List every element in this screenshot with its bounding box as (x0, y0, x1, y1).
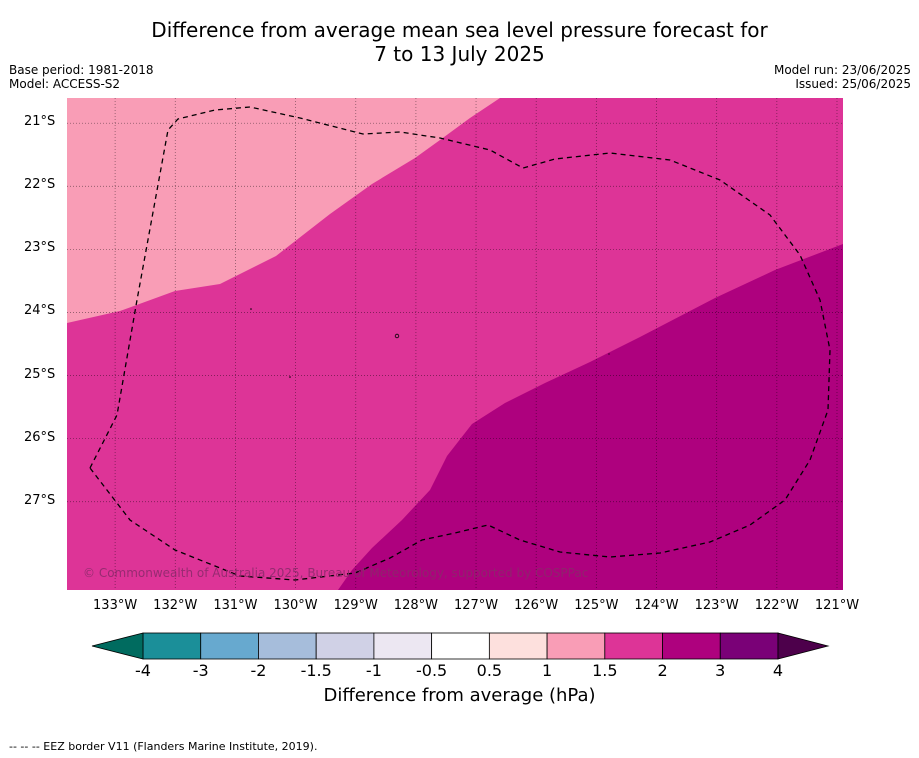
lon-tick-label: 127°W (453, 598, 499, 613)
island-icon (608, 353, 610, 355)
model-run: Model run: 23/06/2025 (773, 63, 911, 77)
meta-left: Base period: 1981-2018 Model: ACCESS-S2 (9, 63, 154, 91)
lat-tick-label: 22°S (24, 177, 56, 193)
lon-tick-label: 133°W (93, 598, 138, 613)
colorbar-tick-label: 0.5 (476, 661, 503, 680)
island-icon (394, 333, 400, 339)
lon-tick-label: 126°W (514, 598, 559, 613)
eez-footnote: -- -- -- EEZ border V11 (Flanders Marine… (9, 740, 318, 753)
zone-2-to-3 (338, 244, 843, 590)
meta-right: Model run: 23/06/2025 Issued: 25/06/2025 (774, 63, 911, 91)
lon-tick-label: 121°W (814, 598, 860, 613)
base-period: Base period: 1981-2018 (9, 63, 154, 77)
colorbar-tick-label: 3 (715, 661, 726, 680)
lon-tick-label: 128°W (393, 598, 438, 613)
lon-tick-label: 123°W (694, 598, 739, 613)
colorbar-over-arrow (777, 632, 830, 660)
title-line-2: 7 to 13 July 2025 (374, 42, 545, 66)
lat-tick-label: 24°S (24, 303, 56, 319)
lon-tick-label: 122°W (754, 598, 799, 613)
lat-tick-label: 27°S (24, 492, 56, 508)
lat-tick-label: 21°S (24, 114, 56, 130)
colorbar-tick-label: -2 (250, 661, 267, 680)
lon-tick-label: 130°W (273, 598, 318, 613)
eez-border (89, 106, 831, 581)
model-name: Model: ACCESS-S2 (9, 77, 121, 91)
lon-tick-label: 124°W (634, 598, 679, 613)
colorbar-boxes (142, 632, 779, 660)
colorbar-tick-label: 2 (657, 661, 668, 680)
graticule (67, 98, 843, 590)
colorbar-swatch (142, 632, 202, 660)
island-icon (250, 308, 252, 310)
lat-tick-label: 26°S (24, 429, 56, 445)
colorbar-tick-label: -3 (192, 661, 209, 680)
colorbar-swatch (315, 632, 375, 660)
colorbar-swatch (431, 632, 490, 660)
lat-tick-label: 23°S (24, 240, 56, 256)
zone-1-to-1-5 (67, 98, 500, 323)
map-area (67, 98, 843, 590)
island-icon (289, 376, 291, 378)
lon-tick-label: 125°W (574, 598, 619, 613)
colorbar-tick-label: 1.5 (592, 661, 618, 680)
colorbar-tick-label: -1.5 (300, 661, 332, 680)
lon-tick-label: 129°W (333, 598, 378, 613)
colorbar-tick-label: -1 (365, 661, 382, 680)
chart-title: Difference from average mean sea level p… (0, 18, 919, 66)
colorbar-label: Difference from average (hPa) (323, 685, 596, 706)
title-line-1: Difference from average mean sea level p… (151, 18, 768, 42)
colorbar-swatch (604, 632, 663, 660)
colorbar-tick-label: 4 (772, 661, 784, 680)
colorbar-swatch (719, 632, 779, 660)
lon-tick-label: 131°W (213, 598, 258, 613)
colorbar-tick-label: -0.5 (416, 661, 448, 680)
colorbar-under-arrow (91, 632, 144, 660)
copyright-text: © Commonwealth of Australia 2025, Bureau… (83, 566, 588, 580)
colorbar-swatch (546, 632, 606, 660)
colorbar-swatch (373, 632, 433, 660)
colorbar-swatch (258, 632, 317, 660)
colorbar-tick-label: 1 (541, 661, 553, 680)
colorbar-swatch (662, 632, 721, 660)
lat-tick-label: 25°S (24, 366, 56, 382)
lon-tick-label: 132°W (153, 598, 198, 613)
colorbar-swatch (200, 632, 259, 660)
colorbar-swatch (488, 632, 548, 660)
colorbar-tick-label: -4 (135, 661, 151, 680)
colorbar (91, 632, 830, 660)
issued-date: Issued: 25/06/2025 (795, 77, 911, 91)
